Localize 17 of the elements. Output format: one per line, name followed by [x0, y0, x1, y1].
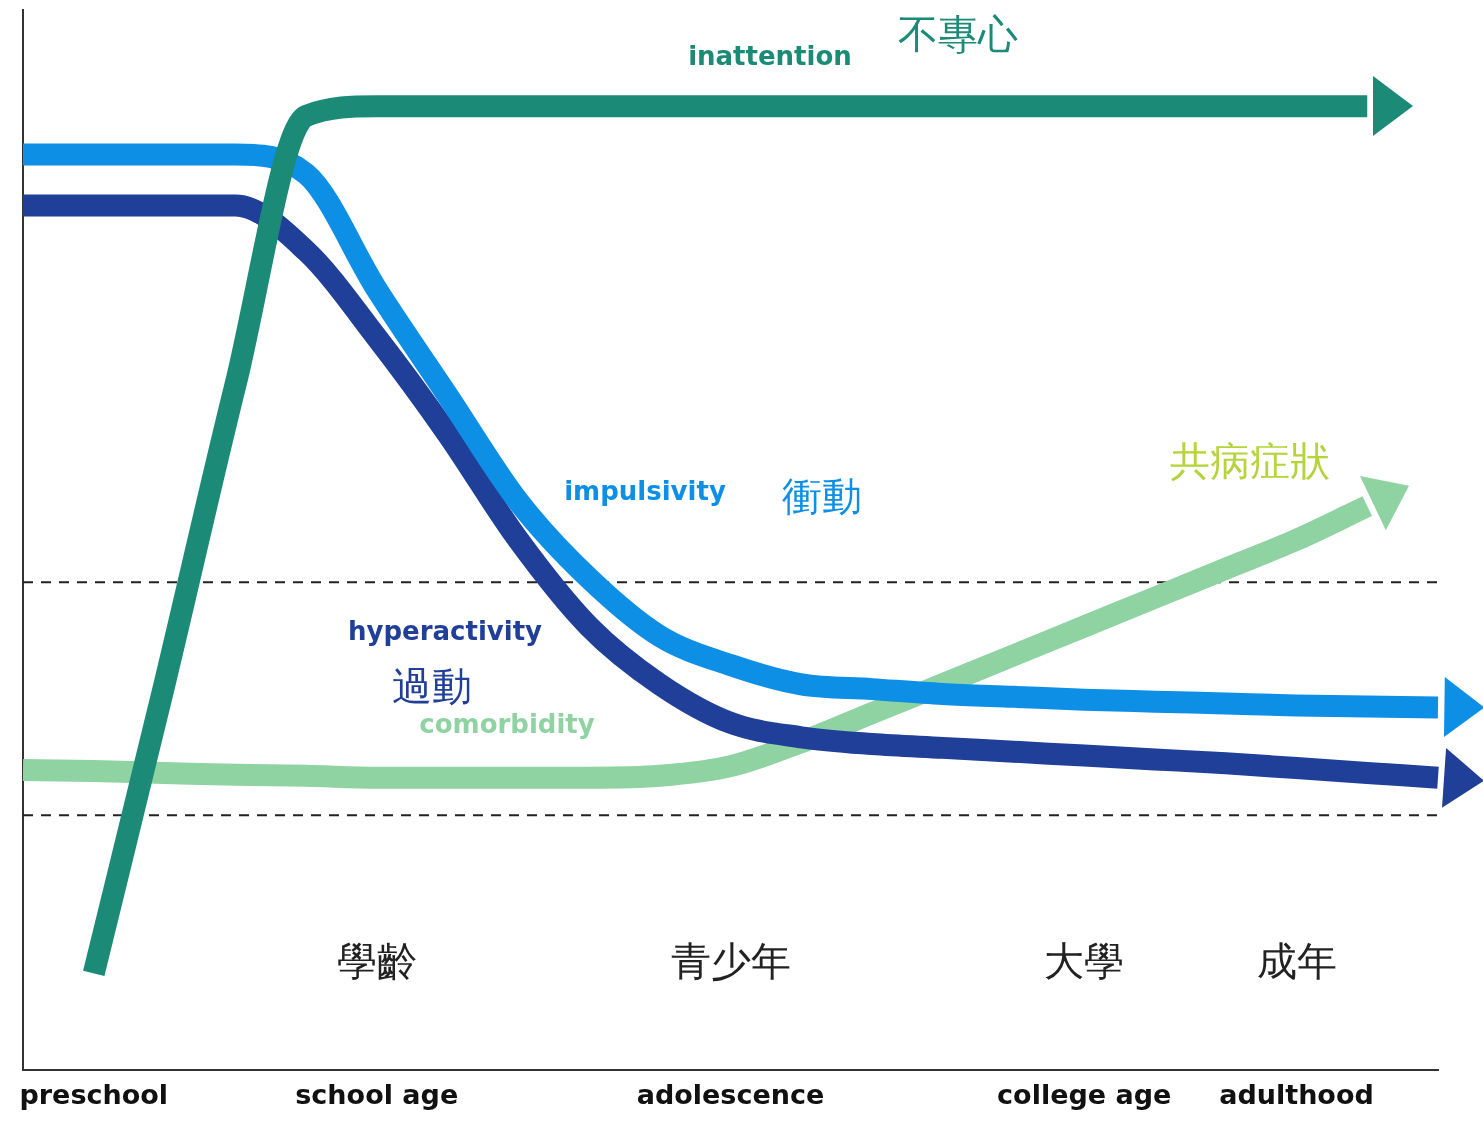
annotation: 過動 — [392, 663, 472, 710]
series-label: inattention — [688, 41, 852, 71]
series-label: hyperactivity — [347, 616, 543, 646]
annotation: 共病症狀 — [1170, 438, 1330, 485]
text: 不專心 — [898, 11, 1018, 58]
annotation: 大學 — [1044, 938, 1125, 985]
x-tick-label: adolescence — [636, 1078, 825, 1110]
series-label: comorbidity — [419, 709, 595, 739]
x-tick-label: school age — [295, 1078, 459, 1110]
x-tick-label: adulthood — [1219, 1078, 1374, 1110]
annotation: 青少年 — [670, 938, 791, 985]
x-tick-label: preschool — [19, 1078, 169, 1110]
series-label: impulsivity — [564, 476, 726, 506]
annotation: 衝動 — [782, 473, 862, 520]
x-tick-label: college age — [997, 1078, 1172, 1110]
annotation: 成年 — [1256, 938, 1337, 985]
annotation: 學齡 — [336, 938, 417, 985]
